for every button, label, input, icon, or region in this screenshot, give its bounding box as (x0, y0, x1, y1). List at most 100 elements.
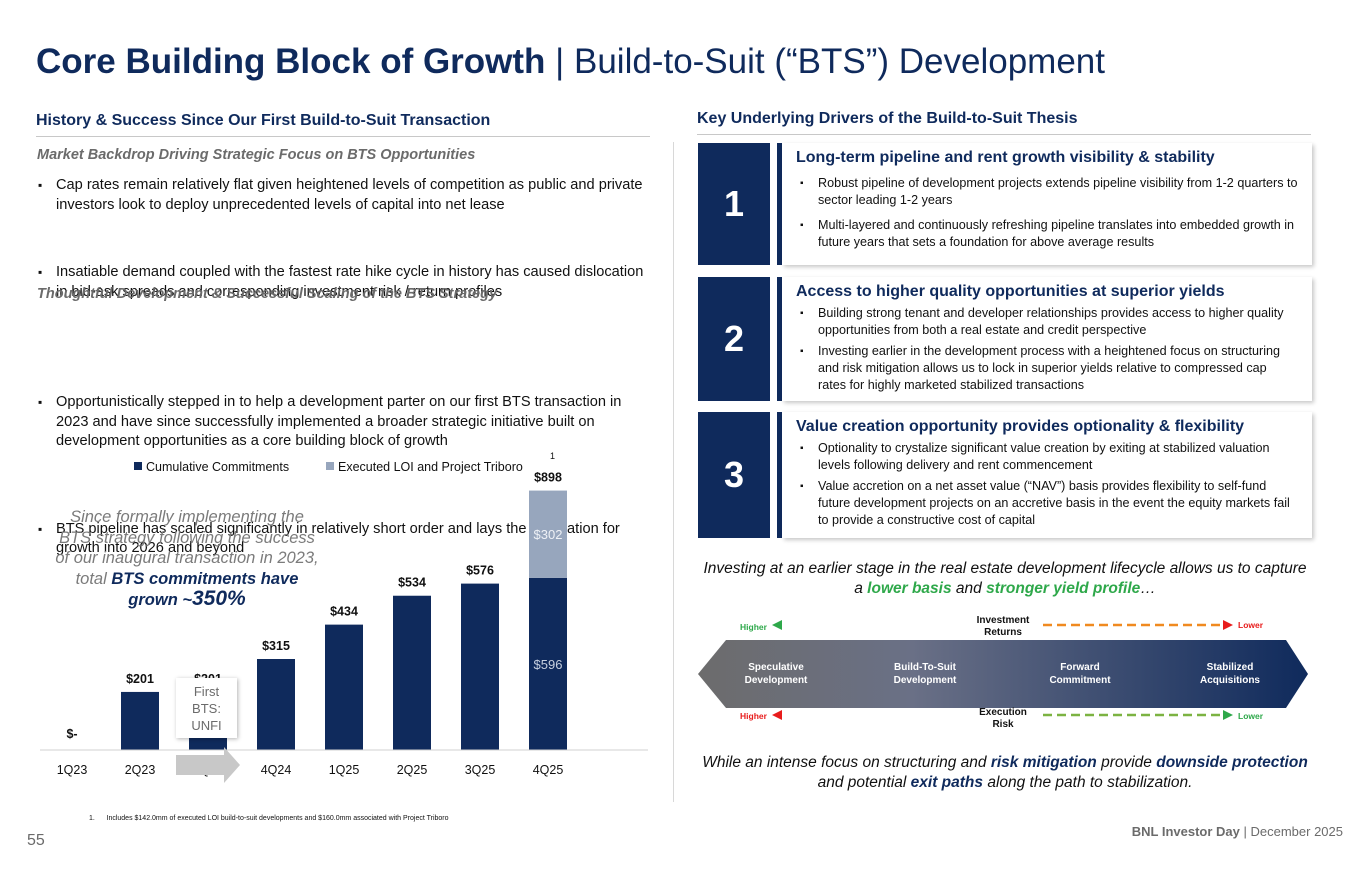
chart-bars: $-1Q23$2012Q23$2013Q24$3154Q24$4341Q25$5… (57, 471, 567, 777)
growth-callout: Since formally implementing the BTS stra… (52, 507, 322, 611)
footer-brand: BNL Investor Day | December 2025 (1131, 824, 1343, 839)
tick-label-2Q23: 2Q23 (125, 763, 156, 777)
segment-label-4Q25-2: $302 (534, 527, 563, 542)
tick-label-3Q25: 3Q25 (465, 763, 496, 777)
driver-3: 3 Value creation opportunity provides op… (698, 412, 1312, 538)
segment-label-4Q25-1: $596 (534, 657, 563, 672)
driver-3-bullet-1: Optionality to crystalize significant va… (796, 440, 1298, 474)
left-section-heading: History & Success Since Our First Build-… (36, 112, 491, 129)
execution-risk-line-1: Execution (979, 707, 1027, 718)
tick-label-4Q25: 4Q25 (533, 763, 564, 777)
risk-mitigation-highlight: risk mitigation (990, 754, 1097, 771)
page-title: Core Building Block of Growth | Build-to… (36, 42, 1105, 81)
execution-risk-label: Execution Risk (979, 707, 1027, 730)
bar-4Q24-series-1 (257, 659, 295, 750)
tick-label-1Q23: 1Q23 (57, 763, 88, 777)
legend-swatch-executed (326, 462, 334, 470)
legend-footnote-marker: 1 (550, 451, 555, 461)
investment-returns-label: Investment Returns (977, 615, 1030, 638)
first-bts-callout: First BTS: UNFI (176, 678, 237, 738)
total-label-4Q25: $898 (534, 471, 562, 485)
risk-left-arrowhead-icon (772, 710, 782, 720)
driver-3-title: Value creation opportunity provides opti… (796, 418, 1245, 435)
driver-1-number: 1 (698, 143, 770, 265)
driver-2-card: Access to higher quality opportunities a… (782, 277, 1312, 401)
driver-1-title: Long-term pipeline and rent growth visib… (796, 149, 1215, 166)
development-bullet-2: BTS pipeline has scaled significantly in… (36, 520, 656, 559)
growth-callout-text: Since formally implementing the BTS stra… (55, 508, 319, 588)
driver-3-card: Value creation opportunity provides opti… (782, 412, 1312, 538)
closing-statement: While an intense focus on structuring an… (702, 754, 1308, 791)
tick-label-1Q25: 1Q25 (329, 763, 360, 777)
stage-label-3: Forward Commitment (1049, 662, 1111, 686)
driver-3-number: 3 (698, 412, 770, 538)
driver-2-bullet-2: Investing earlier in the development pro… (796, 343, 1298, 394)
footnote: 1. Includes $142.0mm of executed LOI bui… (89, 815, 449, 822)
page-number: 55 (27, 832, 45, 849)
stage-label-4: Stabilized Acquisitions (1200, 662, 1260, 686)
driver-1-bullet-1: Robust pipeline of development projects … (796, 175, 1298, 209)
driver-1-accent-bar (777, 143, 782, 265)
driver-1-bullet-2: Multi-layered and continuously refreshin… (796, 217, 1298, 251)
market-bullet-1: Cap rates remain relatively flat given h… (36, 176, 652, 215)
driver-3-bullet-2: Value accretion on a net asset value (“N… (796, 478, 1298, 529)
lower-basis-highlight: lower basis (867, 580, 952, 597)
bar-3Q25-series-1 (461, 583, 499, 750)
execution-risk-line-2: Risk (992, 719, 1014, 730)
lifecycle-stage-labels: Speculative Development Build-To-Suit Devel… (745, 662, 1261, 686)
bar-4Q25-series-2 (529, 490, 567, 578)
legend-label-cumulative: Cumulative Commitments (146, 460, 289, 474)
driver-2-number: 2 (698, 277, 770, 401)
returns-lower-label: Lower (1238, 620, 1264, 630)
legend-label-executed: Executed LOI and Project Triboro (338, 460, 523, 474)
returns-higher-label: Higher (740, 622, 768, 632)
total-label-2Q25: $534 (398, 576, 426, 590)
total-label-4Q24: $315 (262, 639, 290, 653)
growth-callout-percent: 350% (192, 587, 246, 610)
risk-higher-label: Higher (740, 711, 768, 721)
development-subheading: Thoughtful Development & Successful Scal… (37, 286, 498, 302)
investing-statement: Investing at an earlier stage in the rea… (703, 560, 1307, 597)
returns-left-arrowhead-icon (772, 620, 782, 630)
investment-returns-line-2: Returns (984, 627, 1022, 638)
risk-lower-label: Lower (1238, 711, 1264, 721)
driver-1-card: Long-term pipeline and rent growth visib… (782, 143, 1312, 265)
bar-1Q25-series-1 (325, 624, 363, 750)
total-label-2Q23: $201 (126, 672, 154, 686)
right-heading-rule (697, 134, 1311, 135)
total-label-3Q25: $576 (466, 564, 494, 578)
stage-label-1: Speculative Development (745, 662, 808, 686)
development-bullet-1: Opportunistically stepped in to help a d… (36, 393, 656, 452)
stage-label-2: Build-To-Suit Development (894, 662, 957, 686)
left-heading-rule (36, 136, 650, 137)
tick-label-2Q25: 2Q25 (397, 763, 428, 777)
driver-2-accent-bar (777, 277, 782, 401)
bts-commitments-chart: Cumulative Commitments Executed LOI and … (40, 451, 648, 783)
lifecycle-arrow-icon (698, 640, 1308, 708)
lifecycle-diagram: Higher Lower Investment Returns Speculati… (698, 615, 1308, 730)
exit-paths-highlight: exit paths (910, 774, 984, 791)
driver-1: 1 Long-term pipeline and rent growth vis… (698, 143, 1312, 265)
driver-2: 2 Access to higher quality opportunities… (698, 277, 1312, 401)
growth-callout-bold: BTS commitments have grown ~ (111, 569, 299, 610)
driver-2-bullet-1: Building strong tenant and developer rel… (796, 305, 1298, 339)
investment-returns-line-1: Investment (977, 615, 1030, 626)
timeline-arrow-icon (176, 747, 240, 783)
bar-2Q25-series-1 (393, 595, 431, 750)
driver-3-accent-bar (777, 412, 782, 538)
stronger-yield-highlight: stronger yield profile (986, 580, 1141, 597)
column-divider (673, 142, 674, 802)
market-subheading: Market Backdrop Driving Strategic Focus … (37, 147, 476, 163)
bar-4Q25-series-1 (529, 577, 567, 750)
driver-2-title: Access to higher quality opportunities a… (796, 283, 1225, 300)
bar-2Q23-series-1 (121, 691, 159, 750)
legend-swatch-cumulative (134, 462, 142, 470)
tick-label-4Q24: 4Q24 (261, 763, 292, 777)
downside-protection-highlight: downside protection (1156, 754, 1308, 771)
risk-right-arrowhead-icon (1223, 710, 1233, 720)
total-label-1Q23: $- (66, 727, 77, 741)
total-label-1Q25: $434 (330, 605, 358, 619)
right-section-heading: Key Underlying Drivers of the Build-to-S… (697, 110, 1078, 127)
market-bullet-2: Insatiable demand coupled with the faste… (36, 263, 652, 302)
returns-right-arrowhead-icon (1223, 620, 1233, 630)
